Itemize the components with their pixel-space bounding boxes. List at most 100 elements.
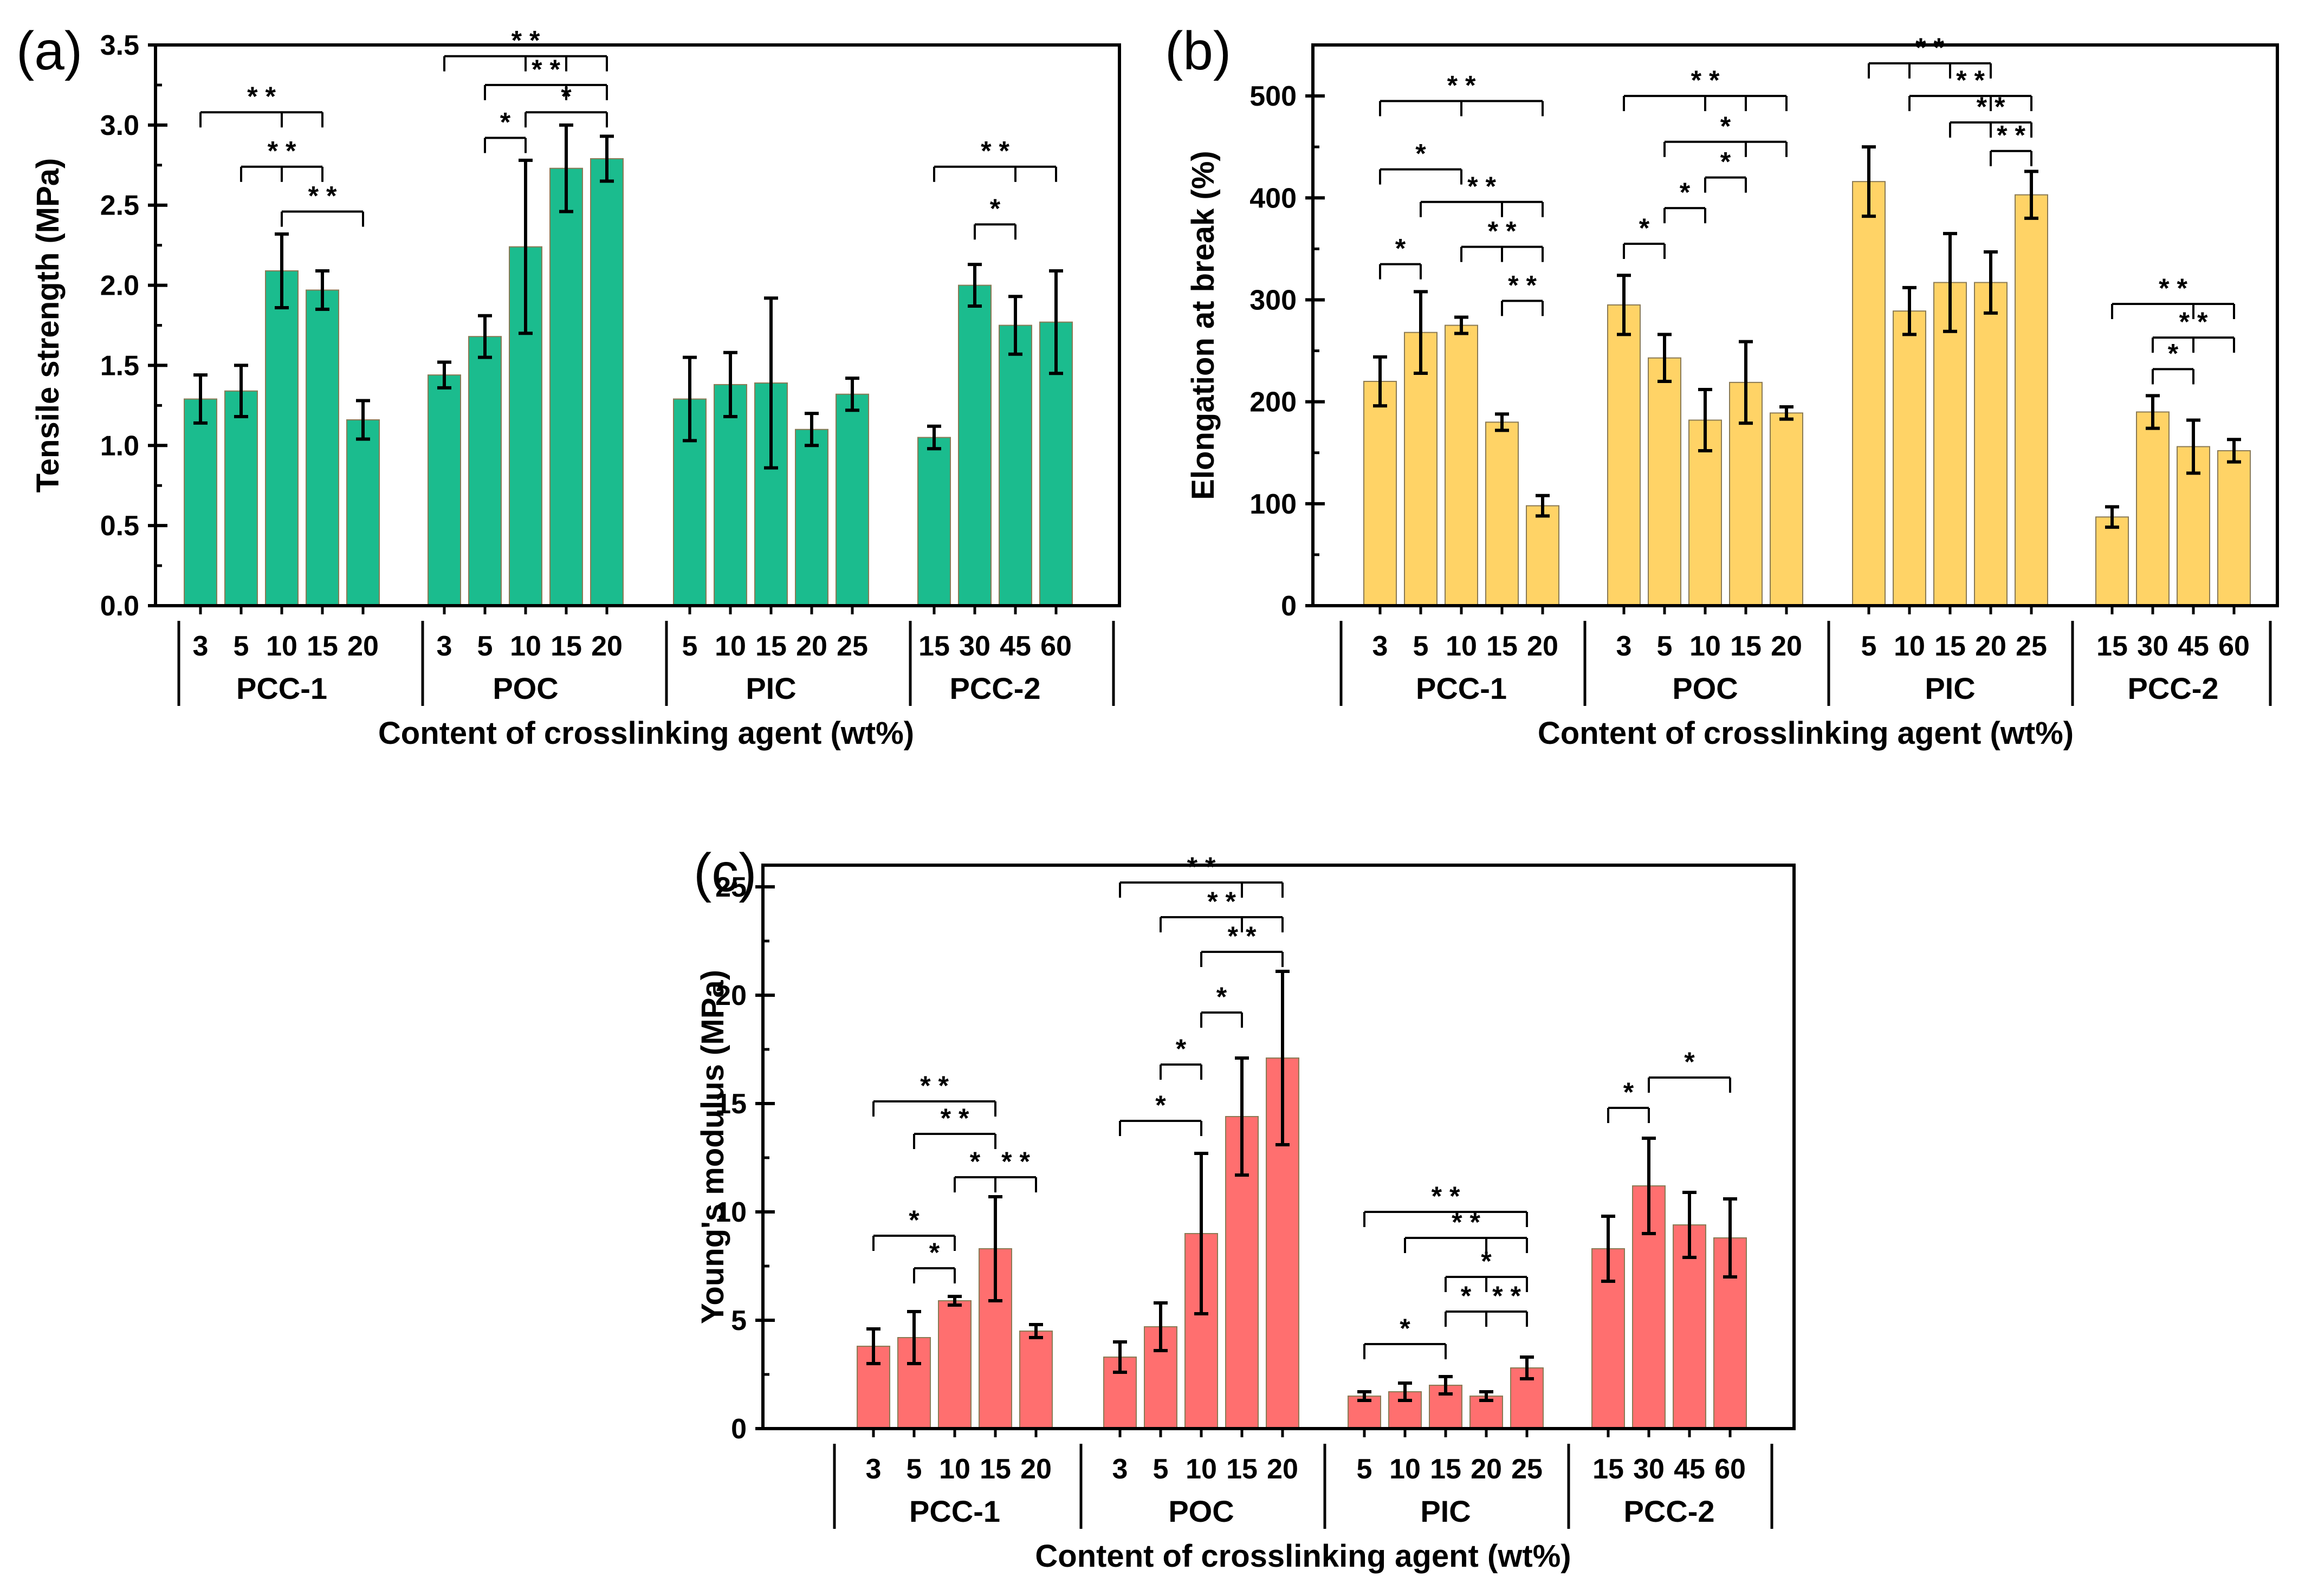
significance-label: * * [511, 25, 540, 56]
category-label: 20 [1527, 631, 1558, 662]
category-label: 15 [1226, 1454, 1258, 1485]
significance-label: * * [1492, 1281, 1521, 1311]
significance-label: * [1684, 1047, 1695, 1077]
category-label: 60 [1040, 631, 1072, 662]
bar [184, 398, 217, 606]
category-label: 20 [1267, 1454, 1298, 1485]
significance-label: * * [1447, 70, 1476, 101]
significance-label: * [1623, 1077, 1634, 1107]
bar [714, 384, 747, 607]
category-label: 15 [918, 631, 950, 662]
category-label: 10 [1689, 631, 1721, 662]
bar [1526, 505, 1559, 607]
group-label: PIC [1420, 1494, 1471, 1528]
category-label: 3 [866, 1454, 882, 1485]
significance-label: * * [1691, 65, 1720, 95]
category-label: 20 [1471, 1454, 1502, 1485]
y-tick-label: 5 [731, 1305, 747, 1337]
group-label: PCC-2 [1623, 1494, 1714, 1528]
category-label: 3 [193, 631, 209, 662]
y-tick-label: 25 [715, 872, 747, 903]
y-tick-label: 2.5 [100, 190, 139, 222]
category-label: 15 [1934, 631, 1966, 662]
group-label: PCC-1 [1416, 671, 1507, 705]
panel-letter: (c) [694, 842, 757, 903]
category-label: 15 [980, 1454, 1011, 1485]
significance-label: * [1481, 1246, 1492, 1276]
y-axis-label: Young's modulus (MPa) [695, 970, 730, 1324]
bar [938, 1300, 972, 1429]
bar [549, 167, 583, 606]
category-label: 10 [1446, 631, 1477, 662]
bar [2015, 194, 2048, 606]
category-label: 15 [551, 631, 582, 662]
x-axis-label: Content of crosslinking agent (wt%) [378, 716, 914, 751]
category-label: 60 [2218, 631, 2250, 662]
y-tick-label: 500 [1249, 81, 1297, 112]
bar [1607, 304, 1641, 606]
y-tick-label: 200 [1249, 387, 1297, 418]
significance-label: * * [1915, 33, 1944, 63]
significance-label: * * [1432, 1181, 1460, 1211]
category-label: 60 [1714, 1454, 1746, 1485]
significance-label: * * [2179, 307, 2208, 337]
category-label: 10 [1389, 1454, 1421, 1485]
significance-label: * [1395, 233, 1406, 264]
significance-label: * * [1452, 1207, 1480, 1237]
y-tick-label: 20 [715, 980, 747, 1011]
bar [1019, 1331, 1053, 1429]
significance-label: * [1639, 213, 1650, 243]
category-label: 45 [2178, 631, 2209, 662]
panel-b-elongation-at-break: (b) 0 100 200 300 400 500 Elongation at break (… [1165, 21, 2279, 751]
significance-label: * * [2159, 273, 2187, 303]
significance-label: * [1216, 982, 1227, 1012]
bar [958, 284, 992, 606]
bar [1770, 412, 1803, 606]
significance-label: * * [1001, 1146, 1030, 1177]
category-label: 20 [1975, 631, 2006, 662]
bar [917, 437, 951, 606]
bar [999, 325, 1032, 606]
y-tick-label: 1.5 [100, 350, 139, 381]
significance-label: * * [1508, 270, 1537, 300]
panel-letter: (a) [16, 21, 82, 81]
group-label: POC [1168, 1494, 1234, 1528]
x-axis-label: Content of crosslinking agent (wt%) [1538, 716, 2074, 751]
bar [346, 419, 380, 606]
significance-label: * [561, 81, 572, 112]
significance-label: * [909, 1205, 920, 1235]
bar [836, 393, 869, 607]
significance-label: * * [941, 1103, 969, 1133]
y-tick-label: 0 [731, 1413, 747, 1445]
bar [1404, 332, 1438, 606]
y-axis-label: Elongation at break (%) [1186, 151, 1221, 500]
significance-label: * [1415, 139, 1426, 169]
significance-label: * * [1207, 886, 1236, 917]
category-label: 10 [1894, 631, 1925, 662]
category-label: 20 [347, 631, 379, 662]
panel-a-tensile-strength: (a) 0.0 0.5 1.0 1.5 2.0 2.5 3.0 3.5 Tensile stren… [16, 21, 1121, 751]
bar [2095, 516, 2129, 606]
significance-label: * [1400, 1313, 1410, 1344]
category-label: 3 [1372, 631, 1388, 662]
significance-label: * * [1997, 120, 2025, 151]
significance-label: * * [920, 1071, 949, 1101]
category-label: 15 [307, 631, 338, 662]
significance-label: * [990, 193, 1001, 224]
bar [468, 336, 502, 606]
group-label: PCC-2 [2127, 671, 2218, 705]
y-tick-label: 3.0 [100, 110, 139, 141]
y-tick-label: 0.5 [100, 510, 139, 542]
group-label: PIC [1925, 671, 1975, 705]
category-label: 15 [755, 631, 787, 662]
panel-letter: (b) [1165, 21, 1231, 81]
bar [224, 390, 258, 606]
significance-label: * * [981, 136, 1009, 166]
group-label: PCC-1 [236, 671, 327, 705]
group-label: POC [1672, 671, 1738, 705]
category-label: 3 [1616, 631, 1632, 662]
significance-label: * * [1467, 171, 1496, 202]
category-label: 15 [2096, 631, 2128, 662]
bar [795, 429, 828, 606]
